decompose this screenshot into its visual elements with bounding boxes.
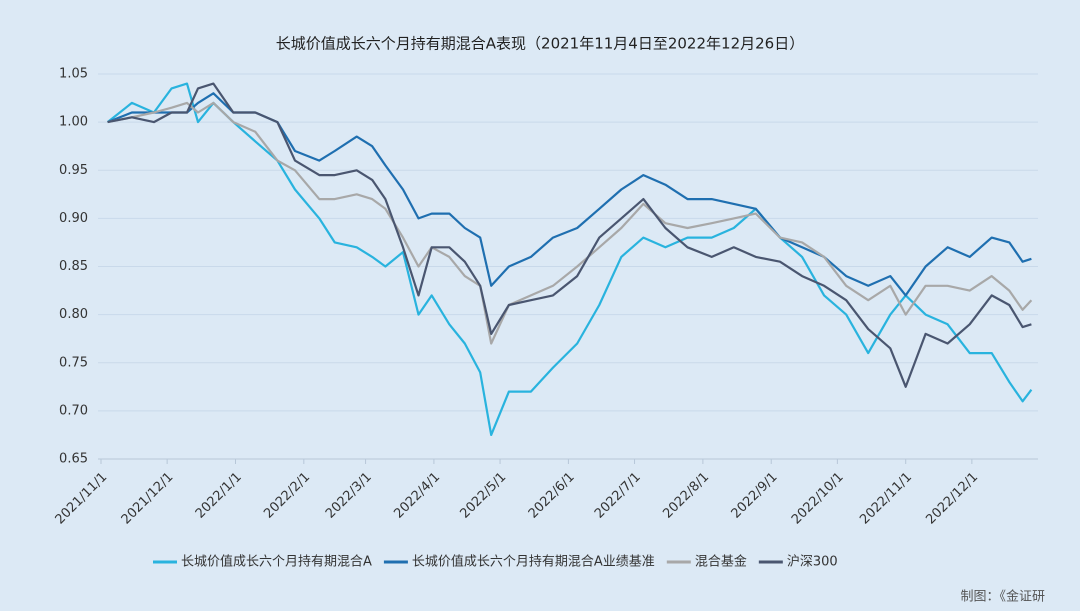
- legend-label: 混合基金: [695, 554, 747, 570]
- series-line: [106, 82, 1033, 436]
- y-tick-label: 1.05: [59, 67, 88, 82]
- legend-label: 长城价值成长六个月持有期混合A: [181, 554, 372, 570]
- series-line: [107, 82, 1032, 388]
- legend-label: 长城价值成长六个月持有期混合A业绩基准: [412, 554, 655, 570]
- y-tick-label: 0.65: [59, 452, 88, 467]
- chart-title: 长城价值成长六个月持有期混合A表现（2021年11月4日至2022年12月26日…: [276, 35, 804, 53]
- y-tick-label: 0.75: [59, 355, 88, 370]
- legend-label: 沪深300: [787, 554, 838, 570]
- source-note: 制图：《金证研: [960, 589, 1045, 605]
- y-tick-label: 0.70: [59, 403, 88, 418]
- y-tick-label: 0.80: [59, 307, 88, 322]
- y-tick-label: 1.00: [59, 115, 88, 130]
- y-tick-label: 0.90: [59, 211, 88, 226]
- y-tick-label: 0.95: [59, 163, 88, 178]
- y-tick-label: 0.85: [59, 259, 88, 274]
- series-line: [107, 101, 1033, 345]
